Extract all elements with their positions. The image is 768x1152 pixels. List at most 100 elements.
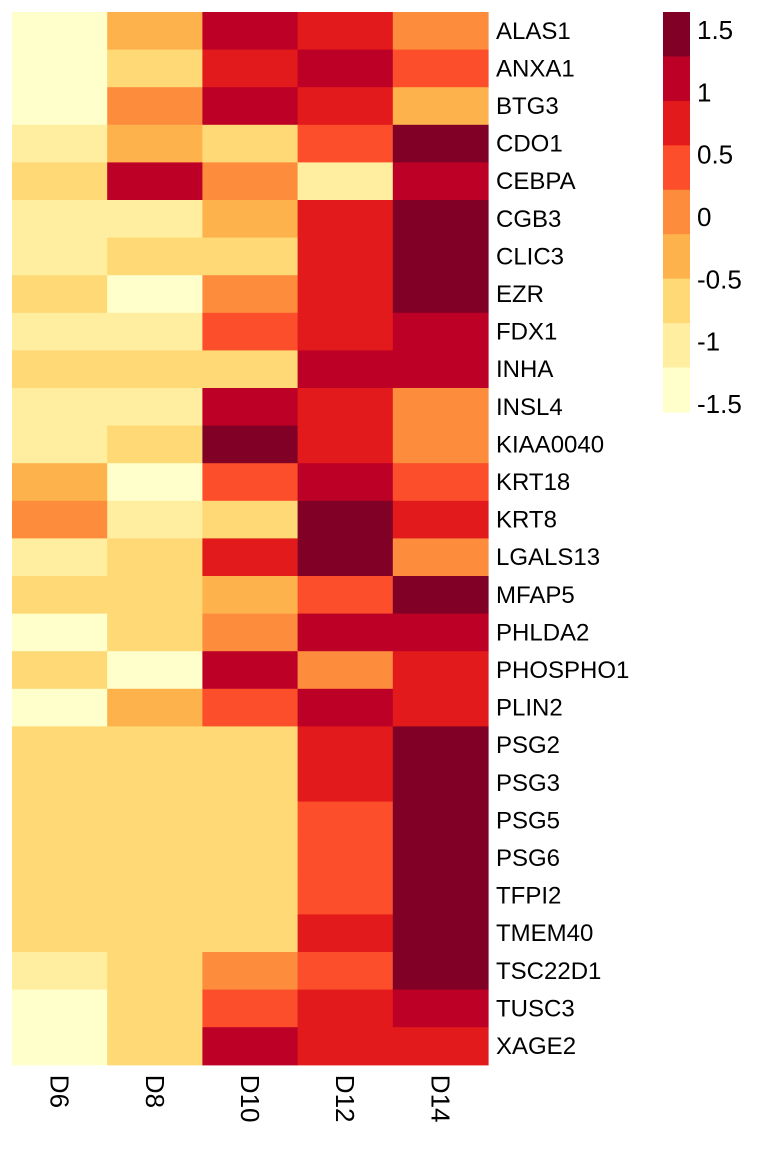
row-label-krt18: KRT18: [496, 469, 570, 496]
row-label-phospho1: PHOSPHO1: [496, 657, 629, 684]
legend-color-bar: [663, 12, 690, 413]
heatmap-cell-psg3-d14: [392, 764, 489, 803]
heatmap-cell-psg2-d10: [202, 726, 299, 765]
heatmap-cell-cgb3-d10: [202, 200, 299, 239]
heatmap-cell-psg5-d14: [392, 801, 489, 840]
legend-swatch: [663, 12, 690, 58]
column-label-d6: D6: [45, 1075, 75, 1108]
heatmap-cell-krt8-d6: [12, 500, 108, 539]
heatmap-cell-clic3-d12: [297, 237, 394, 276]
legend-swatch: [663, 56, 690, 102]
heatmap-cell-cebpa-d10: [202, 162, 299, 201]
heatmap-cell-btg3-d14: [392, 87, 489, 126]
row-label-xage2: XAGE2: [496, 1033, 576, 1060]
legend-swatch: [663, 234, 690, 280]
row-label-cebpa: CEBPA: [496, 168, 576, 195]
heatmap-cell-krt8-d8: [107, 500, 203, 539]
row-label-mfap5: MFAP5: [496, 582, 575, 609]
heatmap-cell-insl4-d12: [297, 388, 394, 427]
heatmap-cell-phlda2-d10: [202, 613, 299, 652]
heatmap-cell-krt18-d10: [202, 463, 299, 502]
heatmap-cell-ezr-d10: [202, 275, 299, 314]
row-label-tfpi2: TFPI2: [496, 883, 561, 910]
heatmap-cell-alas1-d10: [202, 12, 299, 51]
heatmap-cell-psg6-d6: [12, 839, 108, 878]
row-label-fdx1: FDX1: [496, 319, 557, 346]
heatmap-cell-psg6-d8: [107, 839, 203, 878]
heatmap-cell-cgb3-d6: [12, 200, 108, 239]
legend-tick-label: 0: [697, 202, 711, 232]
heatmap-cell-kiaa0040-d14: [392, 425, 489, 464]
heatmap-cell-tusc3-d10: [202, 989, 299, 1028]
heatmap-cell-clic3-d6: [12, 237, 108, 276]
heatmap-cell-psg2-d14: [392, 726, 489, 765]
heatmap-cell-mfap5-d14: [392, 576, 489, 615]
heatmap-cell-xage2-d10: [202, 1027, 299, 1066]
heatmap-cell-psg6-d10: [202, 839, 299, 878]
legend-tick-label: -1.5: [697, 389, 742, 419]
heatmap-cell-btg3-d8: [107, 87, 203, 126]
row-label-psg2: PSG2: [496, 732, 560, 759]
heatmap-cell-alas1-d12: [297, 12, 394, 51]
heatmap-cell-lgals13-d10: [202, 538, 299, 577]
heatmap-cell-tmem40-d8: [107, 914, 203, 953]
legend-swatch: [663, 100, 690, 146]
heatmap-cell-phospho1-d10: [202, 651, 299, 690]
heatmap-cell-cdo1-d6: [12, 124, 108, 163]
heatmap-cell-tmem40-d14: [392, 914, 489, 953]
heatmap-cell-tmem40-d10: [202, 914, 299, 953]
legend-swatch: [663, 278, 690, 324]
heatmap-cell-kiaa0040-d8: [107, 425, 203, 464]
heatmap-cell-lgals13-d6: [12, 538, 108, 577]
row-label-psg3: PSG3: [496, 770, 560, 797]
legend-tick-label: -0.5: [697, 264, 742, 294]
heatmap-cell-lgals13-d14: [392, 538, 489, 577]
heatmap-cell-kiaa0040-d12: [297, 425, 394, 464]
heatmap-cell-cgb3-d14: [392, 200, 489, 239]
heatmap-cell-psg5-d6: [12, 801, 108, 840]
heatmap-cell-btg3-d12: [297, 87, 394, 126]
row-label-clic3: CLIC3: [496, 243, 564, 270]
heatmap-cell-cdo1-d8: [107, 124, 203, 163]
row-label-lgals13: LGALS13: [496, 544, 600, 571]
row-labels: ALAS1 ANXA1 BTG3 CDO1 CEBPA CGB3 CLIC3 EZR FDX1 I…: [496, 18, 629, 1060]
column-label-d14: D14: [425, 1075, 455, 1123]
heatmap-cell-psg3-d6: [12, 764, 108, 803]
heatmap-cell-psg6-d12: [297, 839, 394, 878]
heatmap-cell-cebpa-d8: [107, 162, 203, 201]
legend-tick-label: 1.5: [697, 15, 733, 45]
heatmap-cell-fdx1-d14: [392, 312, 489, 351]
heatmap-cell-mfap5-d8: [107, 576, 203, 615]
heatmap-cell-psg2-d6: [12, 726, 108, 765]
heatmap-cell-phospho1-d12: [297, 651, 394, 690]
heatmap-cell-clic3-d8: [107, 237, 203, 276]
heatmap-cell-krt18-d6: [12, 463, 108, 502]
heatmap-cell-anxa1-d6: [12, 49, 108, 88]
heatmap-cell-inha-d10: [202, 350, 299, 389]
heatmap-cell-krt8-d12: [297, 500, 394, 539]
heatmap-cell-plin2-d8: [107, 688, 203, 727]
heatmap-cell-tfpi2-d6: [12, 876, 108, 915]
row-label-cgb3: CGB3: [496, 206, 561, 233]
row-label-anxa1: ANXA1: [496, 55, 575, 82]
heatmap-cell-lgals13-d8: [107, 538, 203, 577]
row-label-btg3: BTG3: [496, 93, 559, 120]
heatmap-cell-anxa1-d8: [107, 49, 203, 88]
heatmap-cell-tmem40-d6: [12, 914, 108, 953]
heatmap-cell-ezr-d6: [12, 275, 108, 314]
heatmap-cell-tsc22d1-d14: [392, 952, 489, 991]
heatmap-cell-tfpi2-d8: [107, 876, 203, 915]
heatmap-cell-fdx1-d12: [297, 312, 394, 351]
heatmap-cell-btg3-d10: [202, 87, 299, 126]
heatmap-cell-ezr-d14: [392, 275, 489, 314]
heatmap-cell-clic3-d10: [202, 237, 299, 276]
column-label-d8: D8: [140, 1075, 170, 1108]
heatmap-cell-tusc3-d12: [297, 989, 394, 1028]
heatmap-cell-kiaa0040-d6: [12, 425, 108, 464]
heatmap-cell-phlda2-d12: [297, 613, 394, 652]
heatmap-cell-tfpi2-d12: [297, 876, 394, 915]
heatmap-cell-tmem40-d12: [297, 914, 394, 953]
heatmap-cell-fdx1-d6: [12, 312, 108, 351]
heatmap-cell-alas1-d14: [392, 12, 489, 51]
legend-tick-label: 0.5: [697, 140, 733, 170]
